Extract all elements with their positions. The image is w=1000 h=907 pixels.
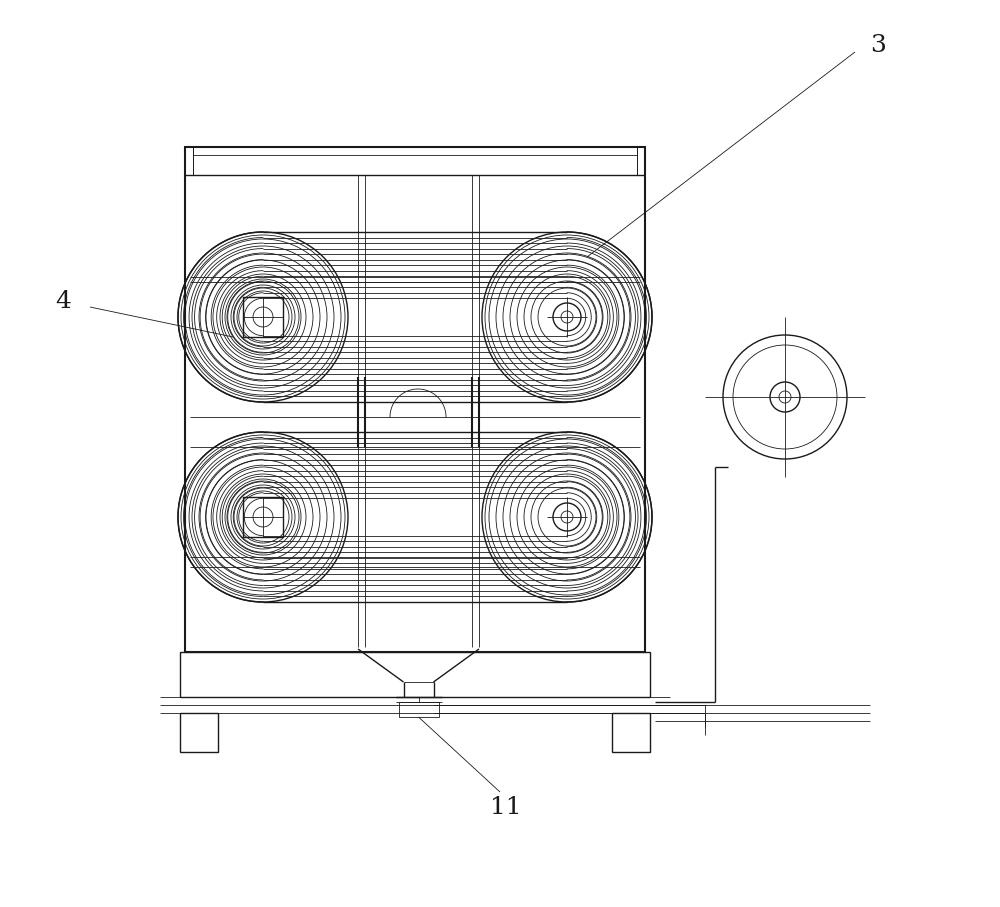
Bar — [243, 297, 283, 337]
Bar — [612, 713, 650, 752]
Bar — [185, 147, 645, 652]
Bar — [398, 702, 438, 717]
Bar — [193, 147, 637, 175]
Bar — [180, 652, 650, 697]
Text: 11: 11 — [490, 795, 522, 818]
Bar — [180, 713, 218, 752]
Text: 4: 4 — [55, 290, 71, 314]
Bar — [243, 497, 283, 537]
Text: 3: 3 — [870, 34, 886, 56]
